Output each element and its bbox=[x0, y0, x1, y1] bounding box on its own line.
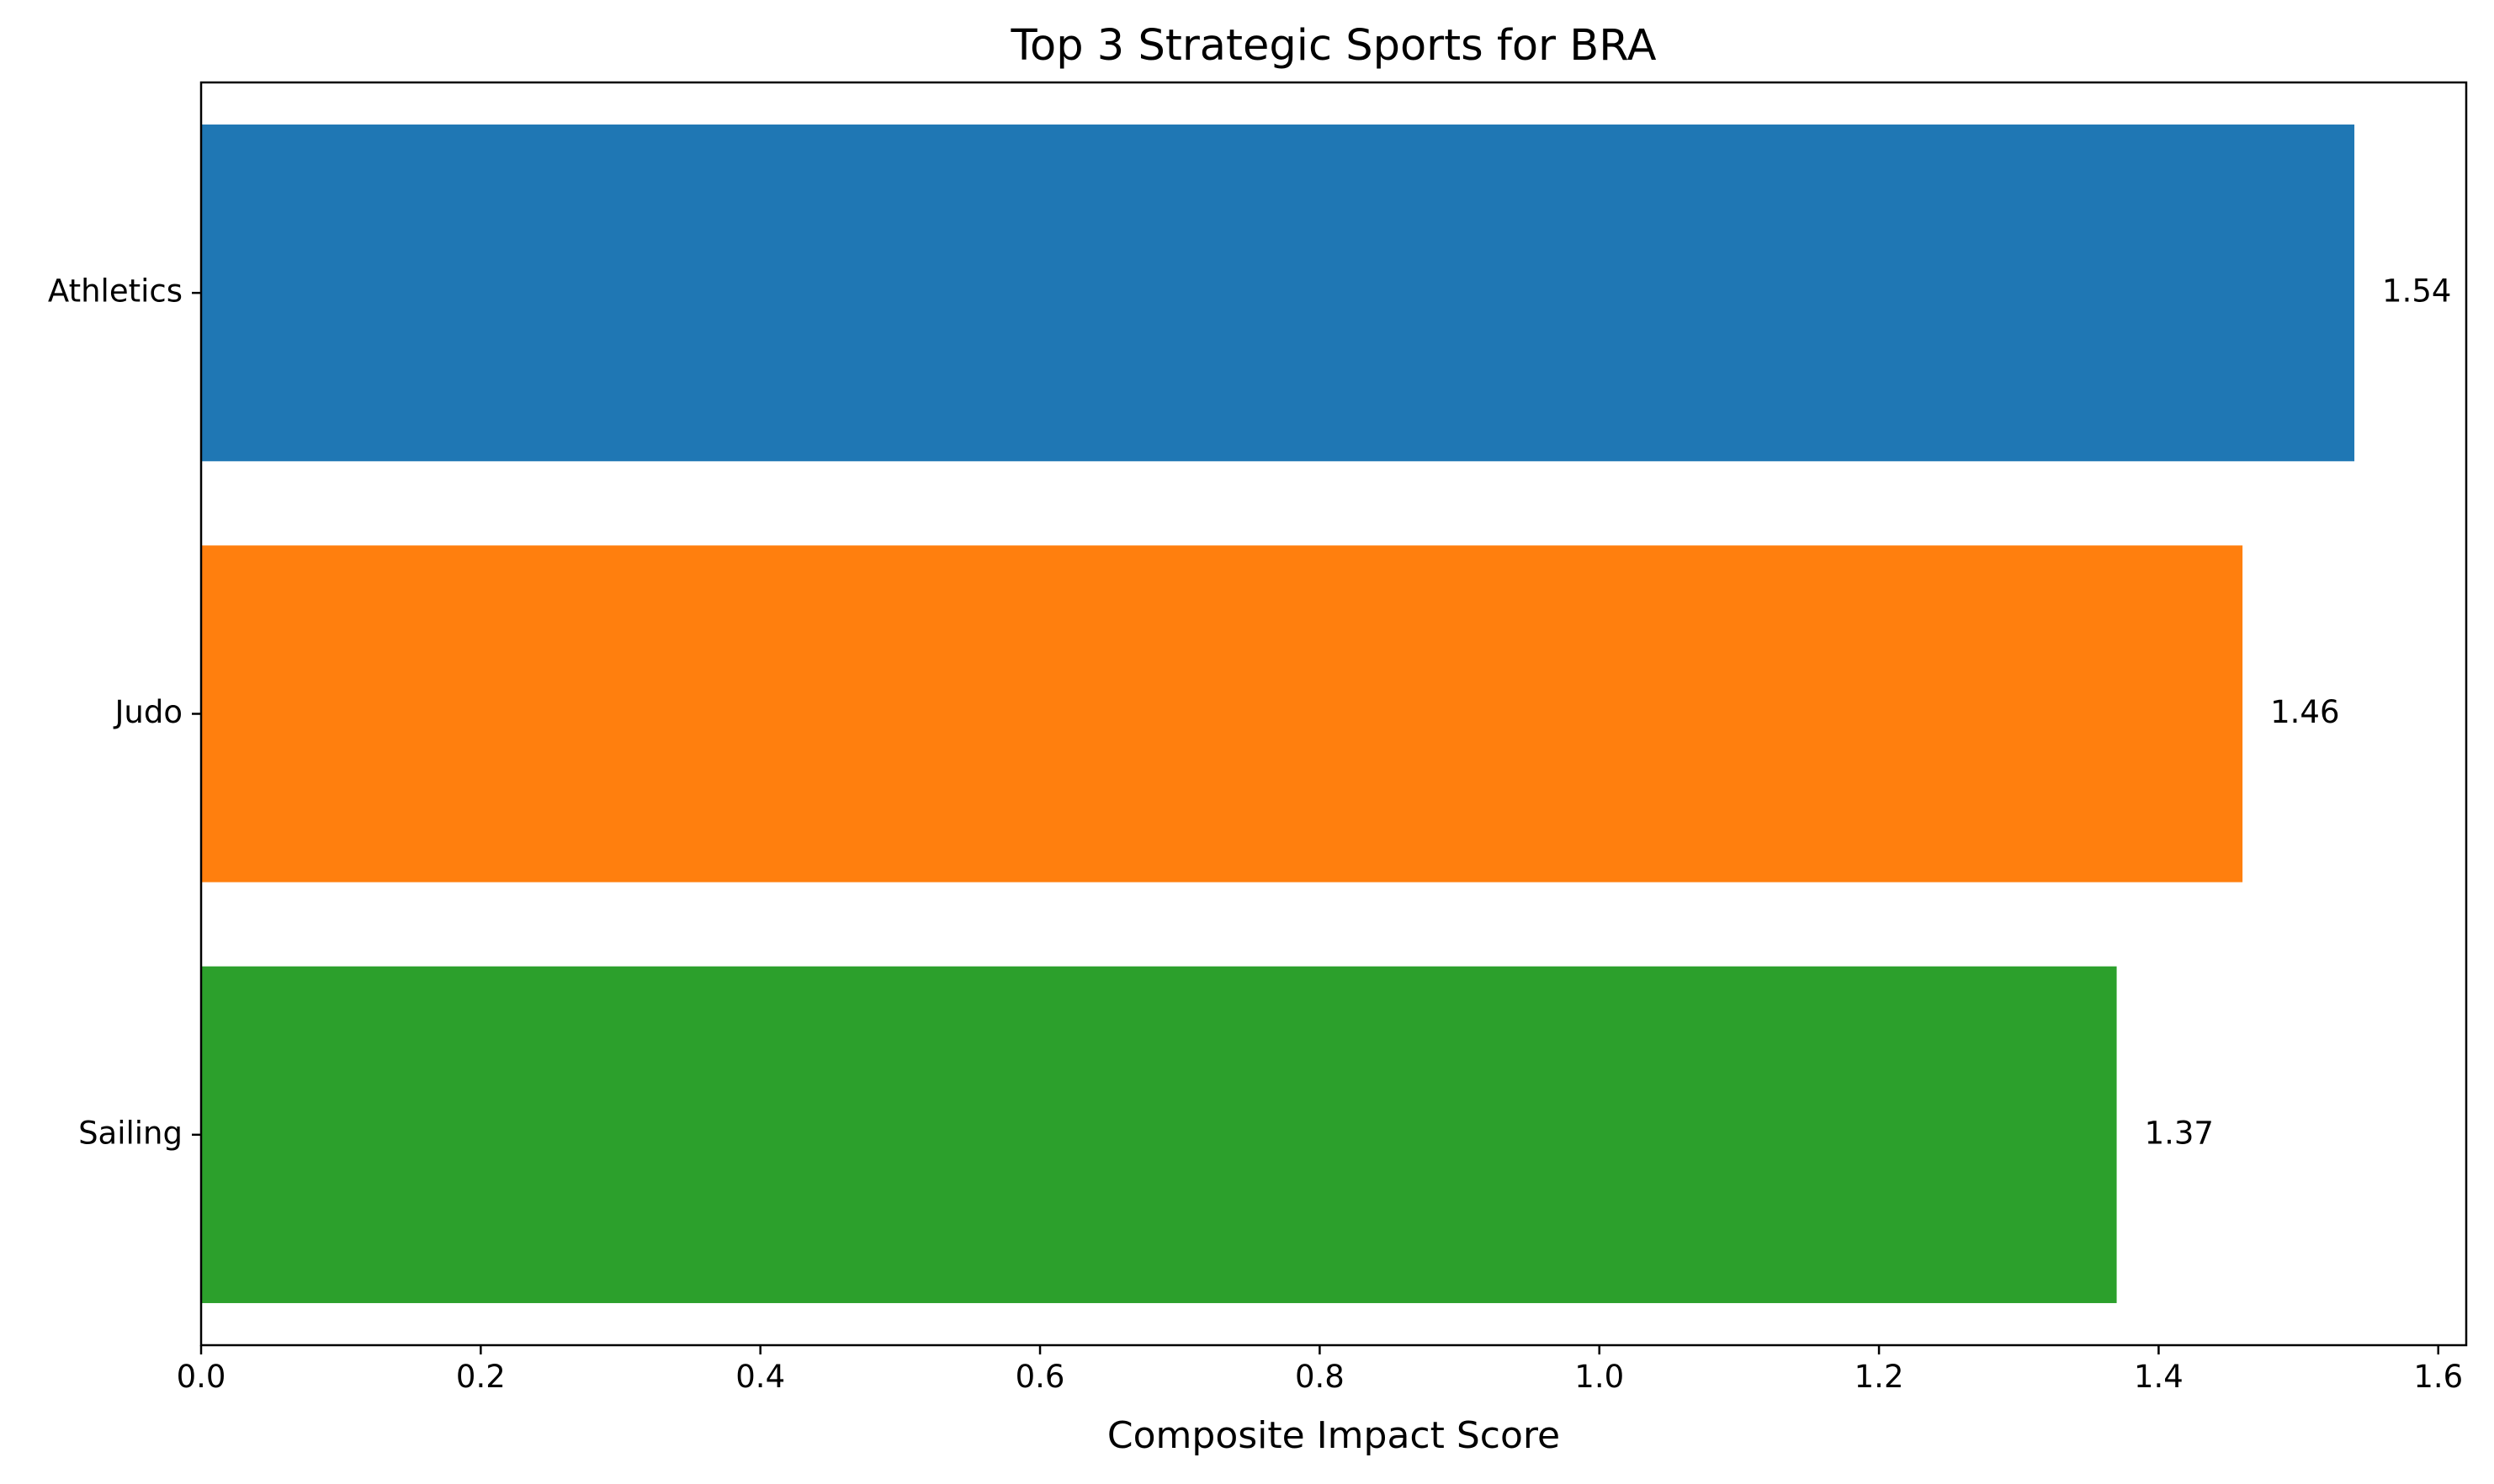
bar-sailing bbox=[201, 966, 2117, 1303]
chart-title: Top 3 Strategic Sports for BRA bbox=[1011, 21, 1657, 71]
bar-judo bbox=[201, 545, 2243, 882]
x-tick-label-6: 1.2 bbox=[1855, 1359, 1904, 1395]
plot-frame bbox=[199, 81, 2468, 1347]
x-tick-label-7: 1.4 bbox=[2134, 1359, 2184, 1395]
y-tick-label-athletics: Athletics bbox=[48, 273, 183, 310]
y-tick-label-sailing: Sailing bbox=[78, 1115, 183, 1151]
value-label-sailing: 1.37 bbox=[2145, 1115, 2214, 1151]
y-tick-label-judo: Judo bbox=[114, 694, 183, 730]
x-tick-label-1: 0.2 bbox=[456, 1359, 506, 1395]
value-label-judo: 1.46 bbox=[2270, 694, 2339, 730]
bar-athletics bbox=[201, 125, 2355, 462]
ticks-layer: Athletics Judo Sailing 0.0 0.2 0.4 0.6 0.8 1.0 1.… bbox=[48, 273, 2463, 1395]
x-tick-label-4: 0.8 bbox=[1295, 1359, 1345, 1395]
x-tick-label-3: 0.6 bbox=[1016, 1359, 1065, 1395]
bars-layer: 1.54 1.46 1.37 bbox=[201, 125, 2451, 1303]
x-tick-label-8: 1.6 bbox=[2413, 1359, 2463, 1395]
value-label-athletics: 1.54 bbox=[2382, 273, 2451, 310]
x-tick-label-5: 1.0 bbox=[1574, 1359, 1624, 1395]
x-axis-label: Composite Impact Score bbox=[1107, 1414, 1560, 1457]
x-tick-label-0: 0.0 bbox=[177, 1359, 226, 1395]
x-tick-label-2: 0.4 bbox=[735, 1359, 785, 1395]
